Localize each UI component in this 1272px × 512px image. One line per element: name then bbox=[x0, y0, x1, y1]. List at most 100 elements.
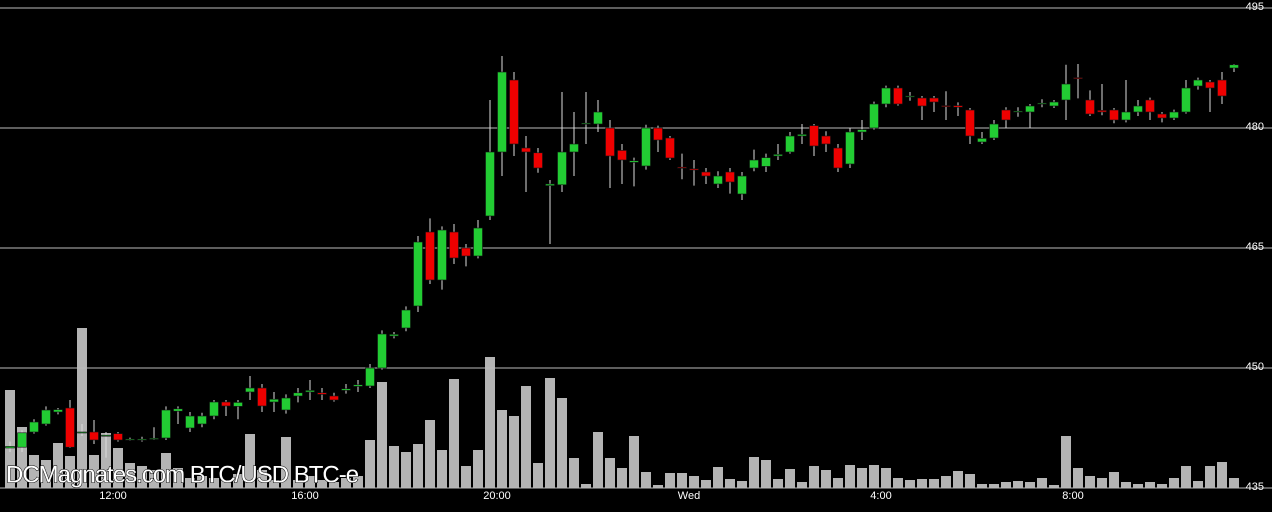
candle-body bbox=[437, 229, 447, 281]
volume-bar bbox=[1001, 482, 1011, 488]
volume-bar bbox=[473, 450, 483, 488]
candle-body bbox=[125, 438, 135, 441]
volume-bar bbox=[689, 476, 699, 488]
candle-body bbox=[497, 71, 507, 153]
x-tick-label: 4:00 bbox=[870, 490, 891, 502]
volume-bar bbox=[1145, 482, 1155, 488]
candle-body bbox=[1205, 81, 1215, 89]
watermark: DCMagnates.com BTC/USD BTC-e bbox=[6, 461, 359, 488]
volume-bar bbox=[293, 480, 303, 488]
candle-body bbox=[545, 183, 555, 186]
candle-body bbox=[653, 127, 663, 141]
volume-bar bbox=[1061, 436, 1071, 488]
candle-body bbox=[509, 79, 519, 145]
candle-body bbox=[713, 175, 723, 185]
volume-bar bbox=[353, 476, 363, 488]
x-tick-label: 20:00 bbox=[483, 490, 511, 502]
candle-body bbox=[101, 434, 111, 437]
candle-body bbox=[1157, 113, 1167, 119]
volume-bar bbox=[125, 463, 135, 488]
volume-bar bbox=[977, 484, 987, 488]
volume-bar bbox=[65, 456, 75, 488]
candle-body bbox=[29, 421, 39, 433]
volume-bar bbox=[797, 482, 807, 488]
volume-bar bbox=[821, 470, 831, 488]
candle-body bbox=[569, 143, 579, 153]
candle-body bbox=[1049, 101, 1059, 107]
volume-bar bbox=[965, 474, 975, 488]
volume-bar bbox=[29, 455, 39, 488]
candle-body bbox=[773, 154, 783, 157]
candle-body bbox=[521, 147, 531, 153]
volume-bar bbox=[113, 448, 123, 488]
volume-bar bbox=[41, 460, 51, 488]
x-tick-label: Wed bbox=[678, 490, 700, 502]
candle-body bbox=[989, 123, 999, 139]
candle-body bbox=[89, 431, 99, 441]
candle-body bbox=[389, 334, 399, 337]
volume-bar bbox=[485, 357, 495, 488]
candle-body bbox=[977, 138, 987, 143]
candle-body bbox=[641, 127, 651, 167]
candle-body bbox=[65, 407, 75, 448]
volume-bar bbox=[833, 478, 843, 488]
volume-bar bbox=[1193, 481, 1203, 488]
candle-body bbox=[1001, 109, 1011, 121]
volume-bar bbox=[137, 466, 147, 488]
volume-bar bbox=[197, 476, 207, 488]
y-tick-label: 480 bbox=[1246, 121, 1264, 133]
volume-bar bbox=[737, 481, 747, 488]
grid-layer: 435 450 465 480 495 12:00 16:00 20:00 Wed 4:00 8:0… bbox=[0, 1, 1272, 502]
candle-body bbox=[185, 415, 195, 429]
candle-body bbox=[1121, 111, 1131, 121]
x-tick-label: 12:00 bbox=[99, 490, 127, 502]
candle-body bbox=[689, 168, 699, 171]
volume-bar bbox=[461, 466, 471, 488]
volume-bar bbox=[437, 450, 447, 488]
candle-body bbox=[809, 125, 819, 147]
candle-body bbox=[1085, 99, 1095, 115]
candle-body bbox=[593, 111, 603, 125]
volume-bar bbox=[89, 455, 99, 488]
volume-bar bbox=[701, 480, 711, 488]
candle-body bbox=[161, 409, 171, 439]
candle-body bbox=[881, 87, 891, 105]
candle-body bbox=[1181, 87, 1191, 113]
candle-body bbox=[1217, 79, 1227, 97]
x-tick-label: 16:00 bbox=[291, 490, 319, 502]
candle-body bbox=[1229, 64, 1239, 69]
volume-bar bbox=[341, 478, 351, 488]
candle-body bbox=[137, 438, 147, 441]
candle-body bbox=[5, 446, 15, 449]
volume-bar bbox=[893, 478, 903, 488]
volume-bar bbox=[1205, 466, 1215, 488]
candle-body bbox=[305, 390, 315, 393]
volume-bar bbox=[1013, 481, 1023, 488]
candle-body bbox=[941, 105, 951, 107]
candle-body bbox=[737, 175, 747, 195]
volume-bar bbox=[641, 472, 651, 488]
candle-body bbox=[905, 95, 915, 98]
volume-bar bbox=[1049, 485, 1059, 488]
candle-body bbox=[749, 159, 759, 169]
volume-bar bbox=[785, 469, 795, 488]
candle-body bbox=[449, 231, 459, 259]
candle-body bbox=[197, 415, 207, 425]
volume-bar bbox=[401, 452, 411, 488]
candle-body bbox=[1013, 110, 1023, 113]
candle-body bbox=[821, 135, 831, 145]
volume-bar bbox=[413, 444, 423, 488]
candle-body bbox=[1109, 109, 1119, 121]
volume-bar bbox=[953, 471, 963, 488]
volume-bar bbox=[185, 478, 195, 488]
volume-bar bbox=[269, 480, 279, 488]
candle-body bbox=[245, 387, 255, 393]
candle-layer bbox=[5, 56, 1239, 458]
volume-bar bbox=[221, 480, 231, 488]
candle-body bbox=[281, 397, 291, 411]
candle-body bbox=[1145, 99, 1155, 113]
volume-bar bbox=[425, 420, 435, 488]
volume-bar bbox=[869, 465, 879, 488]
